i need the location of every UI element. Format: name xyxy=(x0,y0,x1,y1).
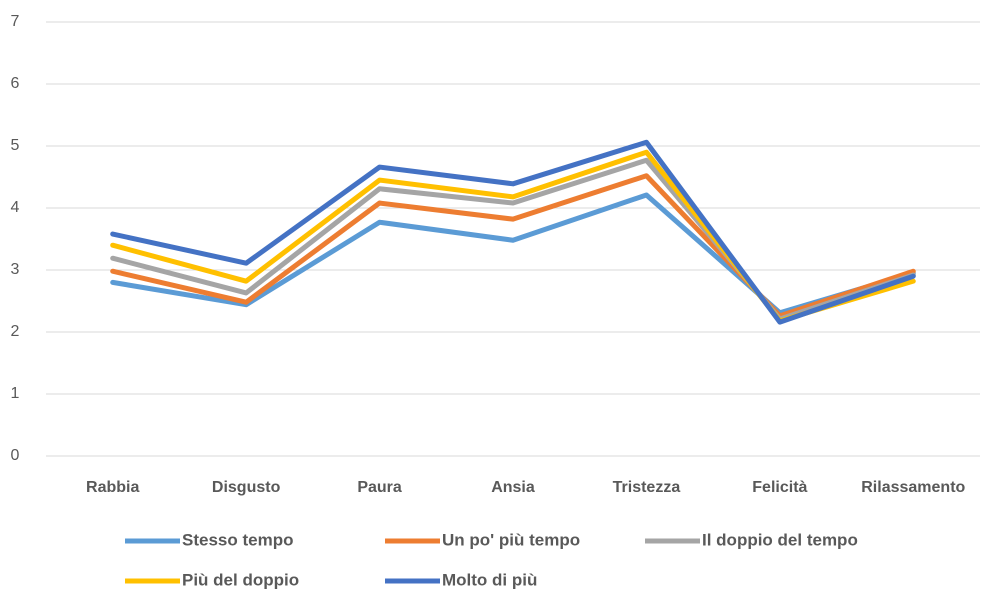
legend-label: Molto di più xyxy=(442,570,537,589)
y-tick-label: 5 xyxy=(11,137,20,154)
legend-label: Stesso tempo xyxy=(182,530,293,549)
y-tick-label: 3 xyxy=(11,261,20,278)
series-line xyxy=(110,192,916,316)
legend-label: Più del doppio xyxy=(182,570,299,589)
x-tick-label: Disgusto xyxy=(212,479,281,496)
x-tick-label: Paura xyxy=(357,479,402,496)
y-tick-label: 2 xyxy=(11,323,20,340)
y-tick-label: 1 xyxy=(11,385,20,402)
y-tick-label: 0 xyxy=(11,447,20,464)
x-tick-label: Felicità xyxy=(752,479,807,496)
x-tick-label: Rabbia xyxy=(86,479,139,496)
x-tick-label: Ansia xyxy=(491,479,535,496)
y-tick-label: 7 xyxy=(11,13,20,30)
y-tick-label: 6 xyxy=(11,75,20,92)
legend-label: Il doppio del tempo xyxy=(702,530,858,549)
x-tick-label: Rilassamento xyxy=(861,479,965,496)
series-line xyxy=(110,149,916,324)
series-line xyxy=(110,139,916,325)
legend-label: Un po' più tempo xyxy=(442,530,580,549)
y-tick-label: 4 xyxy=(11,199,20,216)
x-tick-label: Tristezza xyxy=(613,479,681,496)
